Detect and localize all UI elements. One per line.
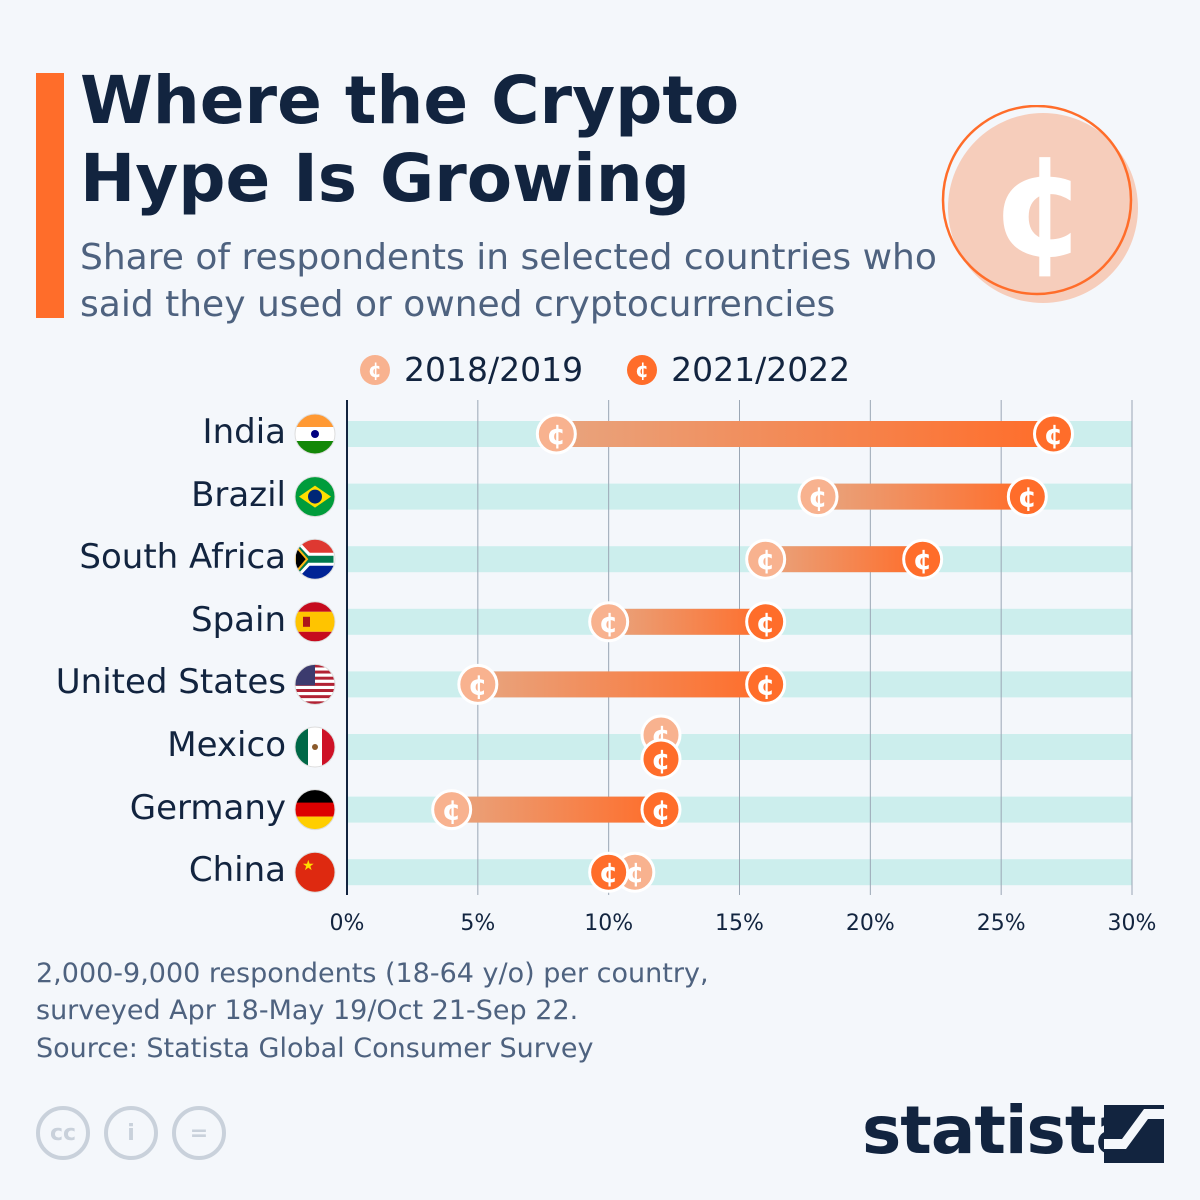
country-label: Mexico xyxy=(167,725,286,765)
svg-text:¢: ¢ xyxy=(599,856,618,889)
statista-logo-icon xyxy=(1104,1105,1164,1163)
point-2021-2022: ¢ xyxy=(640,738,682,780)
accent-bar xyxy=(36,73,64,318)
legend: ¢ 2018/2019 ¢ 2021/2022 xyxy=(360,350,850,389)
legend-label-2018: 2018/2019 xyxy=(404,350,584,389)
flag-border xyxy=(294,663,336,705)
x-tick-label: 0% xyxy=(330,911,365,936)
change-bar xyxy=(477,671,766,698)
cent-coin-icon: ¢ xyxy=(941,105,1138,303)
source: Source: Statista Global Consumer Survey xyxy=(36,1033,594,1064)
svg-text:¢: ¢ xyxy=(468,668,487,701)
point-2018-2019: ¢ xyxy=(797,476,839,518)
svg-text:¢: ¢ xyxy=(756,668,775,701)
svg-text:¢: ¢ xyxy=(547,418,566,451)
legend-2021-icon: ¢ xyxy=(627,354,658,385)
attribution-icon[interactable]: i xyxy=(104,1106,158,1160)
flag-border xyxy=(294,726,336,768)
flag-border xyxy=(294,538,336,580)
country-label: China xyxy=(188,850,286,891)
flag-border xyxy=(294,789,336,831)
x-tick-label: 10% xyxy=(584,911,633,936)
footnote: 2,000-9,000 respondents (18-64 y/o) per … xyxy=(36,955,709,1029)
subtitle: Share of respondents in selected countri… xyxy=(80,237,937,325)
svg-text:¢: ¢ xyxy=(756,606,775,639)
point-2018-2019: ¢ xyxy=(588,601,630,643)
legend-2018-icon: ¢ xyxy=(360,354,390,385)
svg-text:¢: ¢ xyxy=(1044,418,1063,451)
svg-text:¢: ¢ xyxy=(599,606,618,639)
mexico-flag-icon xyxy=(295,727,335,767)
india-flag-icon xyxy=(295,414,335,454)
point-2018-2019: ¢ xyxy=(745,538,787,580)
germany-flag-icon xyxy=(295,789,335,830)
point-2021-2022: ¢ xyxy=(1033,413,1074,455)
no-derivatives-icon[interactable]: = xyxy=(172,1106,226,1160)
usa-flag-icon xyxy=(295,664,335,705)
dumbbell-chart: 0% 5% 10% 15% 20% 25% 30%¢ ¢¢ ¢¢ ¢¢ ¢¢ ¢¢¢¢ ¢★ ¢¢ xyxy=(294,400,1157,936)
legend-label-2021: 2021/2022 xyxy=(671,350,851,389)
page-title: Where the Crypto Hype Is Growing xyxy=(80,62,740,217)
change-bar xyxy=(765,546,923,573)
cc-icon[interactable]: cc xyxy=(36,1106,90,1160)
change-bar xyxy=(556,421,1054,447)
footnote-line: 2,000-9,000 respondents (18-64 y/o) per … xyxy=(36,958,709,989)
license-icons: cc i = xyxy=(36,1106,226,1160)
statista-logo: statista xyxy=(862,1092,1140,1169)
flag-border xyxy=(294,601,336,643)
country-label: Brazil xyxy=(191,474,286,515)
china-flag-icon: ★ xyxy=(295,852,335,893)
svg-text:¢: ¢ xyxy=(913,543,932,576)
svg-text:¢: ¢ xyxy=(651,794,670,827)
point-2018-2019: ¢ xyxy=(431,789,473,831)
point-2018-2019: ¢ xyxy=(457,663,499,705)
svg-text:¢: ¢ xyxy=(625,856,644,889)
point-2021-2022: ¢ xyxy=(640,789,682,831)
point-2021-2022: ¢ xyxy=(745,601,787,643)
x-tick-label: 20% xyxy=(846,911,895,936)
point-2021-2022: ¢ xyxy=(1006,476,1048,518)
point-2021-2022: ¢ xyxy=(745,663,787,705)
change-bar xyxy=(818,483,1028,510)
x-tick-label: 5% xyxy=(460,911,495,936)
country-label: India xyxy=(202,412,286,452)
change-bar xyxy=(608,608,766,635)
svg-text:¢: ¢ xyxy=(442,794,461,827)
svg-text:¢: ¢ xyxy=(808,481,827,514)
svg-text:¢: ¢ xyxy=(651,743,670,776)
x-tick-label: 25% xyxy=(977,911,1026,936)
brazil-flag-icon xyxy=(295,476,335,517)
svg-text:¢: ¢ xyxy=(1018,481,1037,514)
point-2021-2022: ¢ xyxy=(588,851,630,893)
flag-border xyxy=(294,851,336,893)
spain-flag-icon xyxy=(295,601,335,642)
footnote-line: surveyed Apr 18-May 19/Oct 21-Sep 22. xyxy=(36,995,579,1026)
country-label: United States xyxy=(55,662,286,703)
change-bar xyxy=(451,796,661,823)
country-label: South Africa xyxy=(79,537,286,578)
flag-border xyxy=(294,413,336,455)
x-tick-label: 30% xyxy=(1108,911,1157,936)
svg-text:¢: ¢ xyxy=(756,543,775,576)
flag-border xyxy=(294,476,336,518)
svg-text:★: ★ xyxy=(302,858,315,874)
south-africa-flag-icon xyxy=(295,539,335,580)
x-tick-label: 15% xyxy=(715,911,764,936)
country-label: Spain xyxy=(191,599,286,640)
point-2021-2022: ¢ xyxy=(902,538,944,580)
country-label: Germany xyxy=(129,787,286,828)
svg-text:¢: ¢ xyxy=(991,126,1088,289)
point-2018-2019: ¢ xyxy=(535,413,577,455)
